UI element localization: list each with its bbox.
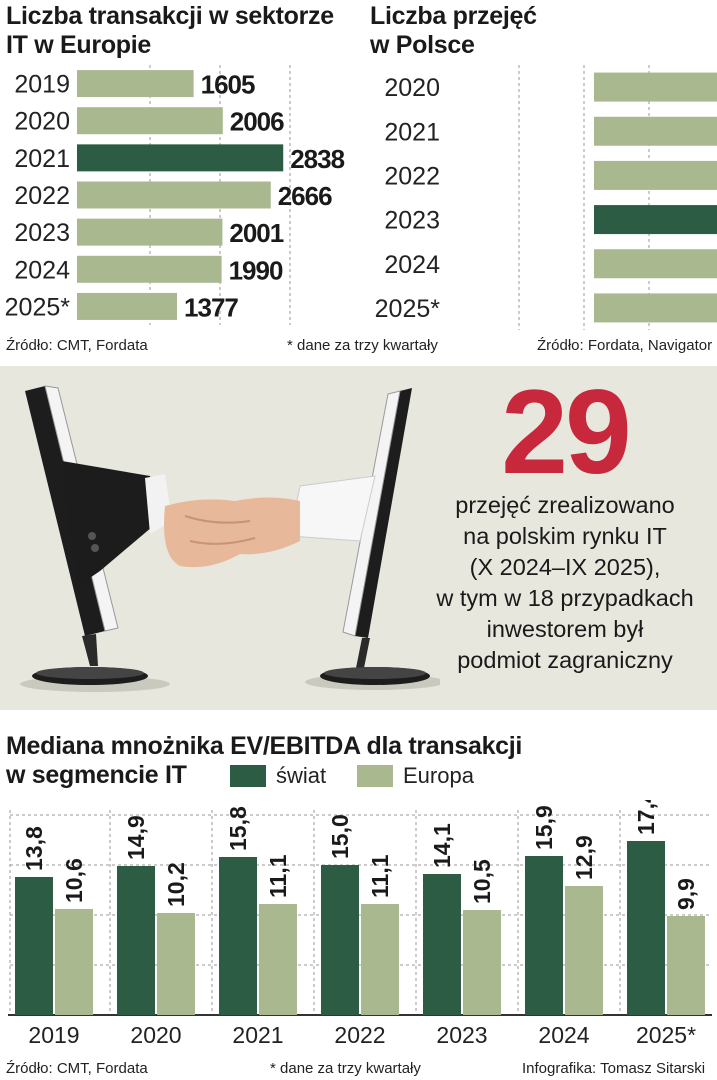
legend-swatch-world [230, 765, 266, 787]
highlight-line: na polskim rynku IT [463, 523, 667, 549]
category-label: 2019 [28, 1022, 79, 1048]
legend-item-world: świat [230, 763, 326, 789]
value-label: 13,8 [21, 826, 47, 871]
bar-2019 [77, 70, 194, 98]
bar-2020 [77, 107, 223, 135]
value-label: 2001 [229, 218, 283, 248]
category-label: 2025* [5, 293, 71, 321]
category-label: 2020 [130, 1022, 181, 1048]
category-label: 2025* [636, 1022, 696, 1048]
value-label: 10,2 [163, 862, 189, 907]
bar-europe-2020 [157, 913, 195, 1015]
bar-europe-2021 [259, 904, 297, 1015]
bar-2022 [77, 181, 271, 209]
bar-world-2021 [219, 857, 257, 1015]
category-label: 2020 [14, 108, 70, 136]
bar-europe-2019 [55, 909, 93, 1015]
bar-europe-2022 [361, 904, 399, 1015]
bar-world-2023 [423, 874, 461, 1015]
category-label: 2023 [436, 1022, 487, 1048]
chart3-title: Mediana mnożnika EV/EBITDA dla transakcj… [6, 732, 523, 789]
chart3-ev-ebitda: 13,8 10,6 2019 14,9 10,2 2020 15,8 11,1 2021 15,0… [8, 800, 712, 1048]
value-label: 15,9 [531, 805, 557, 850]
value-label: 2006 [230, 107, 284, 137]
category-label: 2019 [14, 71, 70, 99]
highlight-line: podmiot zagraniczny [457, 647, 673, 673]
chart1-footnote: * dane za trzy kwartały [287, 337, 438, 354]
category-label: 2024 [14, 256, 70, 284]
value-label: 15,0 [327, 814, 353, 859]
bar-2024 [77, 255, 222, 283]
bar-2020 [594, 72, 717, 102]
chart3-source: Źródło: CMT, Fordata [6, 1060, 148, 1077]
category-label: 2021 [232, 1022, 283, 1048]
bar-2025* [77, 292, 178, 320]
chart3-footnote: * dane za trzy kwartały [270, 1060, 421, 1077]
value-label: 15,8 [225, 806, 251, 851]
chart1-title: Liczba transakcji w sektorze IT w Europi… [6, 2, 334, 59]
value-label: 14,1 [429, 823, 455, 868]
bar-2024 [594, 249, 717, 279]
highlight-line: przejęć zrealizowano [455, 492, 675, 518]
monitor-right-icon [320, 388, 430, 685]
bar-2025* [594, 293, 717, 323]
bar-world-2022 [321, 865, 359, 1015]
chart2-title: Liczba przejęć w Polsce [370, 2, 537, 59]
category-label: 2023 [14, 219, 70, 247]
bar-europe-2025* [667, 916, 705, 1015]
bar-2021 [77, 144, 284, 172]
value-label: 2666 [278, 181, 332, 211]
chart2-poland-acquisitions: 202024420213282022341202336620243482025*… [375, 65, 717, 330]
handshake-illustration [20, 385, 440, 692]
bar-europe-2024 [565, 886, 603, 1015]
value-label: 9,9 [673, 878, 699, 910]
category-label: 2021 [384, 118, 440, 146]
chart1-europe-transactions: 2019 1605 2020 2006 2021 2838 2022 2666 2023 2001… [5, 65, 346, 325]
legend-item-europe: Europa [357, 763, 474, 789]
category-label: 2022 [384, 162, 440, 190]
bar-2023 [594, 205, 717, 235]
chart3-credit: Infografika: Tomasz Sitarski [522, 1060, 706, 1077]
value-label: 2838 [290, 144, 344, 174]
handshake-icon [62, 461, 376, 586]
bar-europe-2023 [463, 910, 501, 1015]
bar-world-2025* [627, 841, 665, 1015]
bar-world-2020 [117, 866, 155, 1015]
bar-2023 [77, 218, 223, 246]
bar-2022 [594, 160, 717, 190]
highlight-number: 29 [501, 365, 631, 499]
value-label: 11,1 [367, 854, 393, 898]
value-label: 17,4 [633, 800, 659, 835]
value-label: 10,5 [469, 859, 495, 904]
highlight-line: (X 2024–IX 2025), [469, 554, 661, 580]
category-label: 2025* [375, 295, 441, 323]
legend-label-europe: Europa [403, 763, 474, 788]
legend-swatch-europe [357, 765, 393, 787]
bar-2021 [594, 116, 717, 146]
category-label: 2022 [14, 182, 70, 210]
value-label: 11,1 [265, 854, 291, 898]
category-label: 2023 [384, 207, 440, 235]
chart1-source: Źródło: CMT, Fordata [6, 337, 148, 354]
value-label: 10,6 [61, 858, 87, 903]
value-label: 1377 [184, 292, 238, 322]
category-label: 2020 [384, 74, 440, 102]
category-label: 2024 [538, 1022, 589, 1048]
legend-label-world: świat [276, 763, 327, 788]
highlight-line: inwestorem był [486, 616, 644, 642]
bar-world-2024 [525, 856, 563, 1015]
value-label: 14,9 [123, 815, 149, 860]
highlight-line: w tym w 18 przypadkach [436, 585, 694, 611]
highlight-description: przejęć zrealizowano na polskim rynku IT… [420, 490, 710, 676]
value-label: 1990 [229, 255, 283, 285]
chart2-source: Źródło: Fordata, Navigator [537, 337, 713, 354]
bar-world-2019 [15, 877, 53, 1015]
value-label: 12,9 [571, 835, 597, 880]
category-label: 2021 [14, 145, 70, 173]
category-label: 2022 [334, 1022, 385, 1048]
category-label: 2024 [384, 251, 440, 279]
value-label: 1605 [201, 70, 255, 100]
